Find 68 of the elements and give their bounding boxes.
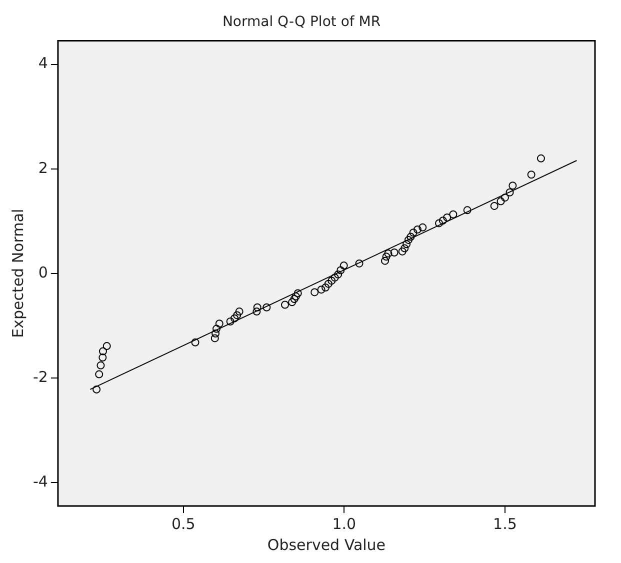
point [280, 300, 289, 309]
x-tick-label: 1.5 [493, 514, 517, 533]
point [381, 256, 390, 265]
point [102, 342, 111, 350]
point [449, 210, 458, 218]
x-axis-title: Observed Value [267, 536, 386, 554]
point [418, 223, 427, 232]
y-tick-label: -4 [32, 472, 48, 490]
point [294, 289, 302, 298]
point [496, 197, 505, 206]
point [252, 308, 261, 316]
point [406, 232, 415, 241]
point [288, 298, 296, 306]
point [382, 252, 390, 261]
point [253, 303, 262, 312]
point [490, 202, 498, 210]
point [233, 311, 242, 320]
y-tick-label: 0 [38, 263, 48, 282]
point [506, 188, 514, 196]
point [328, 276, 336, 285]
x-tick-label: 0.5 [171, 514, 196, 533]
point [98, 347, 107, 356]
point [95, 370, 104, 378]
point [317, 286, 326, 294]
point [191, 338, 200, 346]
point [92, 385, 101, 394]
point [340, 262, 348, 270]
point [292, 292, 300, 300]
point [98, 354, 107, 362]
point [210, 334, 219, 342]
point [235, 308, 244, 316]
point [262, 303, 271, 312]
point [334, 270, 342, 278]
point [212, 330, 220, 338]
point [226, 317, 234, 326]
point [215, 320, 224, 328]
point [404, 236, 412, 244]
point [324, 280, 332, 288]
point [463, 206, 472, 214]
point [398, 247, 406, 256]
point [435, 219, 444, 228]
x-tick-label: 1.0 [332, 514, 356, 533]
point [336, 266, 345, 274]
point [212, 324, 220, 333]
point [402, 240, 411, 248]
point [508, 182, 517, 190]
point [536, 154, 545, 162]
y-axis-title: Expected Normal [8, 208, 27, 338]
point [500, 194, 509, 202]
point [443, 213, 452, 222]
point [290, 295, 298, 304]
point [96, 361, 105, 370]
point [322, 284, 330, 292]
point [355, 259, 364, 268]
y-tick-label: 4 [38, 54, 48, 72]
point [400, 244, 409, 252]
point [527, 170, 536, 179]
point [310, 288, 319, 296]
point [413, 225, 422, 234]
point [330, 274, 339, 282]
point [409, 228, 418, 237]
point [384, 250, 392, 258]
y-tick-label: -2 [32, 368, 48, 386]
y-tick-label: 2 [38, 158, 48, 177]
point [438, 216, 447, 225]
point [230, 314, 239, 322]
point [390, 248, 398, 256]
chart-title: Normal Q-Q Plot of MR [222, 14, 381, 30]
